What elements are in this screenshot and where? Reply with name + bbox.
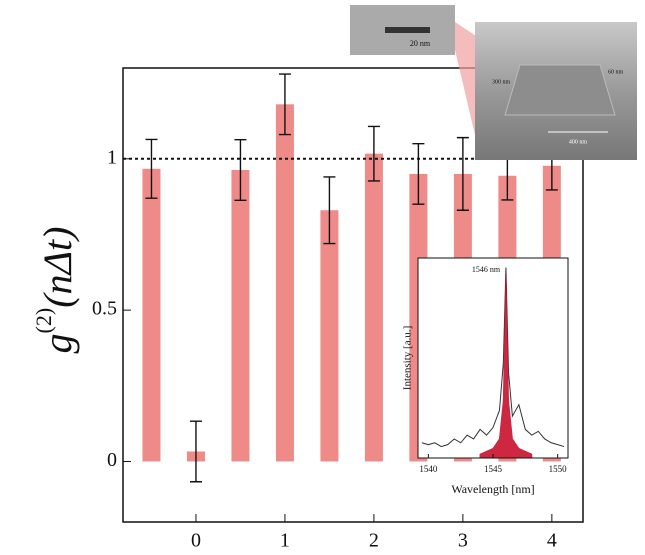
x-tick-label: 1 <box>280 530 290 552</box>
y-tick-label: 0.5 <box>92 298 117 320</box>
x-tick-label: 4 <box>547 530 557 552</box>
bar <box>275 104 294 462</box>
y-tick-label: 0 <box>107 449 117 471</box>
sem-pillar <box>504 64 616 116</box>
y-label-base: g <box>35 333 80 353</box>
y-axis-label: Intensity [a.u.] <box>402 326 414 390</box>
annotation: 1546 nm <box>472 265 501 274</box>
y-label-rest: (nΔt) <box>35 227 80 308</box>
bar <box>231 169 250 462</box>
scale-label: 60 nm <box>608 69 624 75</box>
y-tick-label: 1 <box>107 146 117 168</box>
x-tick-label: 3 <box>458 530 468 552</box>
x-tick-label: 1540 <box>419 464 438 474</box>
bar <box>142 168 161 462</box>
x-tick-label: 1550 <box>549 464 568 474</box>
scale-label: 300 nm <box>492 79 511 85</box>
x-axis-label: Wavelength [nm] <box>451 482 534 496</box>
y-axis-label: g(2)(nΔt) <box>31 227 80 354</box>
scale-label: 400 nm <box>569 139 588 145</box>
bar <box>320 210 339 462</box>
x-tick-label: 1545 <box>484 464 503 474</box>
error-bar <box>234 139 247 201</box>
spectrum-inset: 1540 1545 1550 Wavelength [nm] Intensity [a.… <box>402 257 569 496</box>
x-tick-label: 2 <box>369 530 379 552</box>
bar <box>364 153 383 462</box>
scale-label: 20 nm <box>410 39 431 48</box>
y-label-sup: (2) <box>31 308 56 334</box>
error-bar <box>367 125 380 182</box>
sem-images: 20 nm 300 nm 60 nm 400 nm <box>350 5 637 160</box>
error-bar <box>412 142 425 205</box>
plot-frame <box>122 67 584 523</box>
sem-feature <box>385 27 430 33</box>
inset-background <box>418 258 568 458</box>
x-tick-label: 0 <box>191 530 201 552</box>
error-bar <box>323 176 336 245</box>
error-bar <box>145 138 158 199</box>
error-bar <box>189 420 202 483</box>
error-bar <box>278 73 291 136</box>
spectrum-line <box>421 267 565 448</box>
error-bar <box>456 136 469 211</box>
